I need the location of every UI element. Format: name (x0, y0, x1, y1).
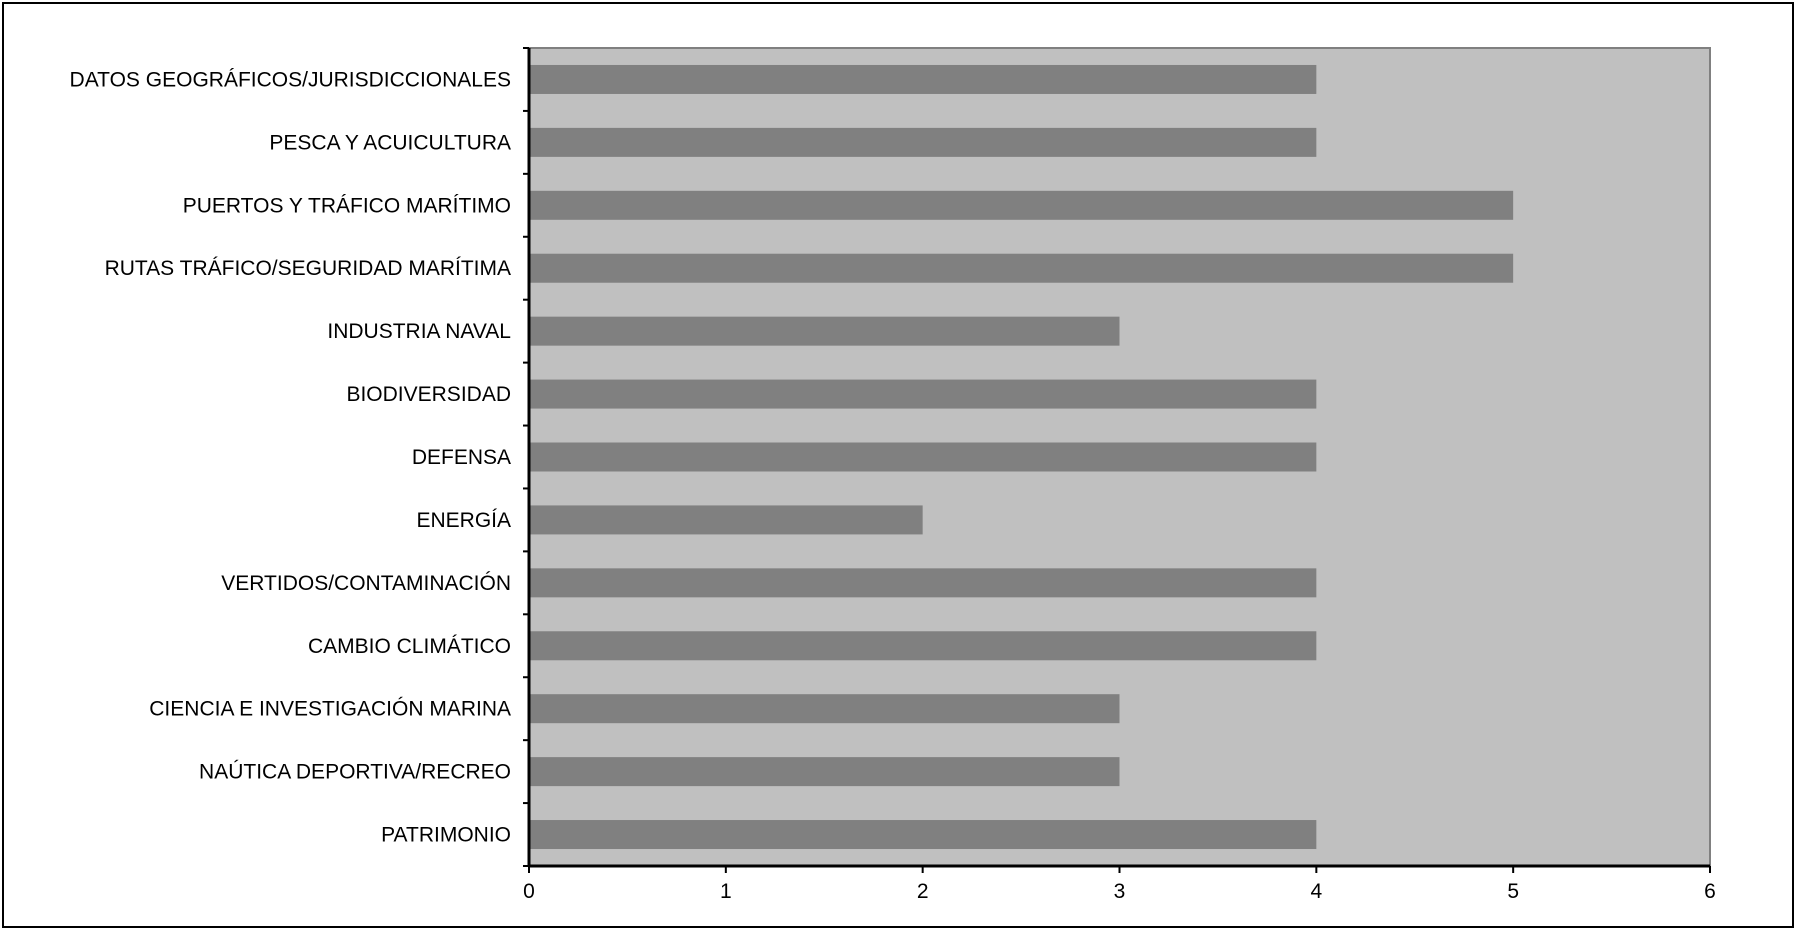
bar (529, 442, 1317, 472)
bar (529, 190, 1514, 220)
x-tick-label: 2 (917, 880, 929, 903)
x-tick-label: 1 (720, 880, 732, 903)
bar (529, 253, 1514, 283)
x-tick-label: 0 (523, 880, 535, 903)
category-labels: DATOS GEOGRÁFICOS/JURISDICCIONALES PESCA … (70, 68, 511, 846)
x-tick-label: 4 (1310, 880, 1322, 903)
x-tick-label: 6 (1704, 880, 1716, 903)
category-label: ENERGÍA (416, 509, 511, 532)
category-label: CAMBIO CLIMÁTICO (308, 635, 511, 658)
category-label: PUERTOS Y TRÁFICO MARÍTIMO (183, 194, 511, 217)
x-tick-label: 3 (1114, 880, 1126, 903)
category-label: INDUSTRIA NAVAL (327, 320, 511, 343)
bar (529, 631, 1317, 661)
bar (529, 64, 1317, 94)
category-label: DEFENSA (412, 446, 511, 469)
category-label: DATOS GEOGRÁFICOS/JURISDICCIONALES (70, 68, 511, 91)
bar (529, 505, 923, 535)
bar (529, 316, 1120, 346)
bar (529, 757, 1120, 787)
category-label: PESCA Y ACUICULTURA (269, 131, 511, 154)
x-tick-label: 5 (1507, 880, 1519, 903)
bar (529, 568, 1317, 598)
category-label: CIENCIA E INVESTIGACIÓN MARINA (149, 698, 511, 721)
category-label: BIODIVERSIDAD (346, 383, 511, 406)
bar (529, 820, 1317, 850)
category-label: VERTIDOS/CONTAMINACIÓN (221, 572, 511, 595)
x-axis-ticks: 0 1 2 3 4 5 6 (523, 866, 1716, 903)
bar (529, 127, 1317, 157)
bar (529, 694, 1120, 724)
category-label: RUTAS TRÁFICO/SEGURIDAD MARÍTIMA (105, 257, 511, 280)
category-label: NAÚTICA DEPORTIVA/RECREO (199, 761, 511, 784)
bars-group (529, 64, 1514, 850)
bar (529, 379, 1317, 409)
category-label: PATRIMONIO (381, 824, 511, 847)
